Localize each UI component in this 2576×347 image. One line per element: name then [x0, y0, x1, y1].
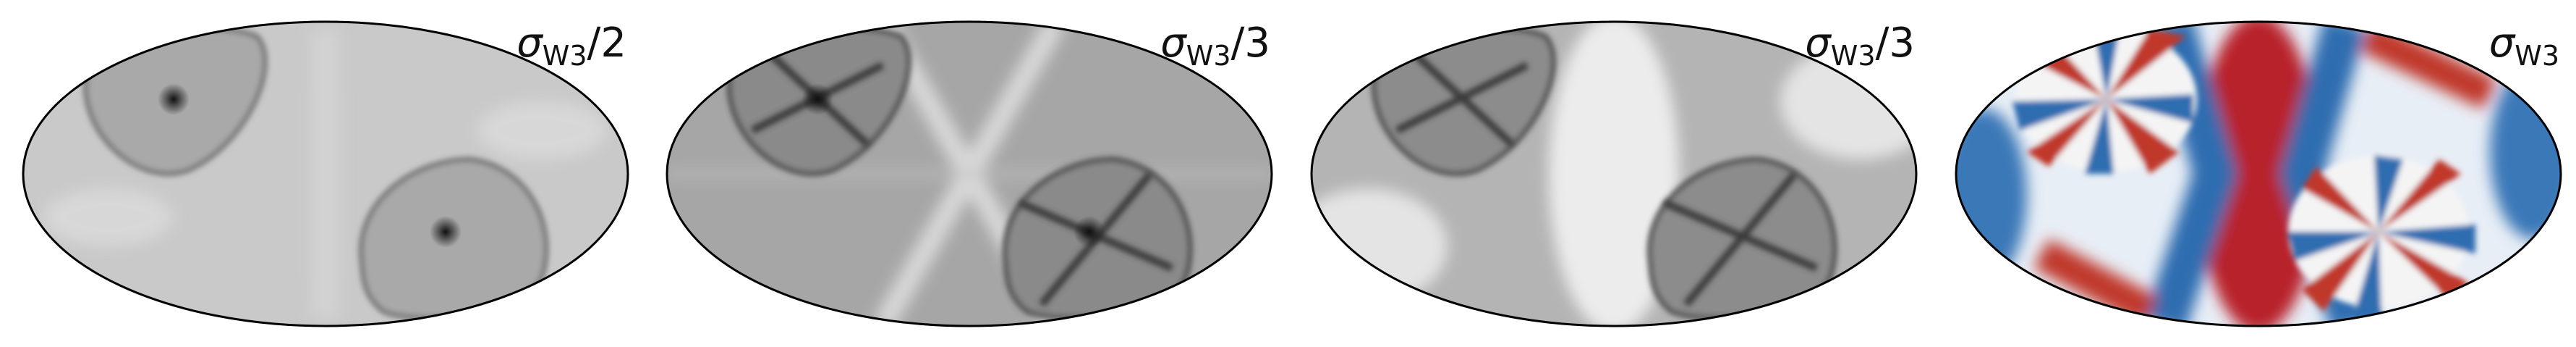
label-subscript: W3 [1186, 40, 1231, 72]
map-panel [666, 20, 1273, 327]
panel-label: σW3/2 [517, 20, 626, 72]
panel-label: σW3/3 [1805, 20, 1915, 72]
label-subscript: W3 [1831, 40, 1876, 72]
label-suffix: /2 [587, 20, 627, 67]
map-panel [1955, 20, 2562, 327]
label-suffix: /3 [1231, 20, 1271, 67]
map-panel [1310, 20, 1918, 327]
label-subscript: W3 [543, 40, 587, 72]
label-subscript: W3 [2515, 40, 2559, 72]
map-panel [22, 20, 629, 327]
label-symbol: σ [1805, 20, 1832, 67]
label-symbol: σ [2489, 20, 2516, 67]
label-suffix: /3 [1876, 20, 1916, 67]
label-symbol: σ [517, 20, 543, 67]
panel-label: σW3/3 [1160, 20, 1270, 72]
label-symbol: σ [1160, 20, 1187, 67]
panel-label: σW3 [2489, 20, 2559, 72]
